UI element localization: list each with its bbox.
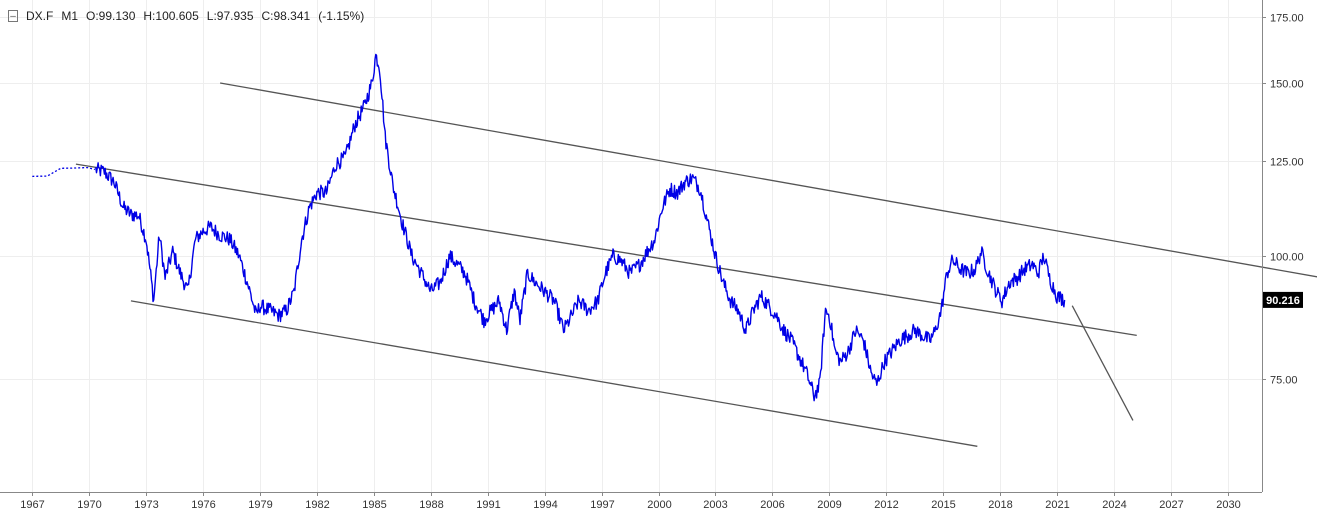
x-tick-label: 1973	[134, 499, 158, 511]
x-tick-label: 1991	[476, 499, 500, 511]
change-value: (-1.15%)	[318, 9, 365, 23]
x-tick-label: 2030	[1216, 499, 1240, 511]
trendline[interactable]	[1071, 305, 1134, 421]
open-value: O:99.130	[86, 9, 136, 23]
x-tick-label: 1982	[305, 499, 329, 511]
x-tick-label: 2027	[1159, 499, 1183, 511]
x-tick-label: 2024	[1102, 499, 1126, 511]
x-tick-label: 1970	[77, 499, 101, 511]
x-tick-label: 2003	[703, 499, 727, 511]
trendline[interactable]	[220, 82, 1317, 278]
trendline[interactable]	[130, 300, 978, 447]
x-tick-label: 2018	[988, 499, 1012, 511]
price-axis[interactable]: 75.00 100.00 125.00 150.00 175.00	[1262, 13, 1304, 387]
last-price-badge-text: 90.216	[1266, 295, 1300, 307]
interval-label: M1	[61, 9, 79, 23]
x-tick-label: 1988	[419, 499, 443, 511]
x-tick-label: 2009	[817, 499, 841, 511]
last-price-badge: 90.216	[1263, 291, 1303, 308]
x-tick-label: 1994	[533, 499, 557, 511]
y-tick-label: 100.00	[1270, 252, 1304, 264]
collapse-icon[interactable]: –	[8, 10, 18, 22]
x-tick-label: 1967	[20, 499, 44, 511]
symbol-label: DX.F	[26, 9, 54, 23]
price-series	[32, 53, 1066, 402]
trendline[interactable]	[75, 163, 1137, 337]
y-tick-label: 150.00	[1270, 79, 1304, 91]
high-value: H:100.605	[143, 9, 199, 23]
grid	[0, 0, 1262, 492]
chart-header: – DX.F M1 O:99.130 H:100.605 L:97.935 C:…	[8, 8, 372, 24]
price-line-early	[32, 166, 96, 178]
last-price-badge-bg	[1263, 291, 1303, 308]
price-line	[95, 53, 1066, 402]
x-tick-label: 1979	[248, 499, 272, 511]
x-tick-label: 2015	[931, 499, 955, 511]
y-tick-label: 125.00	[1270, 157, 1304, 169]
x-tick-label: 1985	[362, 499, 386, 511]
low-value: L:97.935	[206, 9, 254, 23]
x-tick-label: 2021	[1045, 499, 1069, 511]
trendlines[interactable]	[75, 82, 1317, 447]
x-tick-label: 1976	[191, 499, 215, 511]
x-tick-label: 2000	[647, 499, 671, 511]
y-tick-label: 175.00	[1270, 13, 1304, 25]
close-value: C:98.341	[261, 9, 311, 23]
x-tick-label: 1997	[590, 499, 614, 511]
x-tick-label: 2006	[760, 499, 784, 511]
y-tick-label: 75.00	[1270, 375, 1298, 387]
x-tick-label: 2012	[874, 499, 898, 511]
time-axis[interactable]: 1967 1970 1973 1976 1979 1982 1985 1988 1991 1994…	[20, 492, 1241, 511]
